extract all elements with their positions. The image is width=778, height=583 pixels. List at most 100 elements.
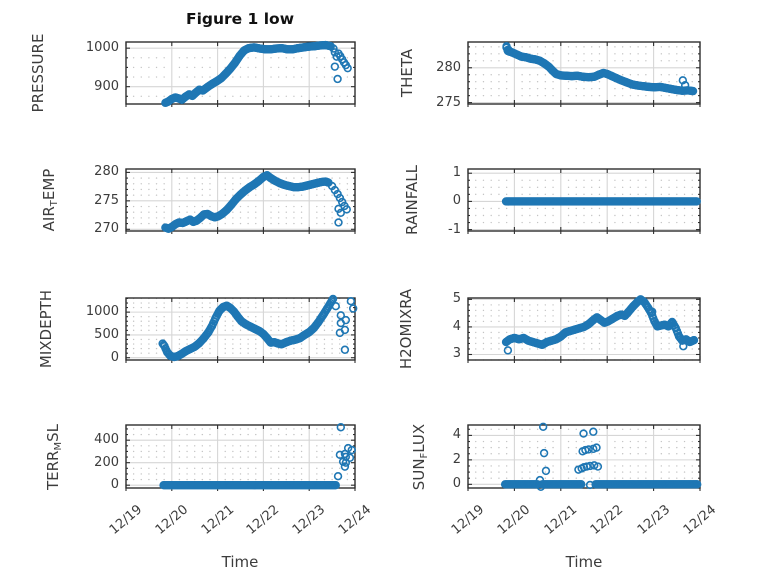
minor-grid-dot [300, 57, 303, 59]
minor-grid-dot [316, 66, 318, 69]
minor-grid-dot [186, 320, 188, 322]
subplot-sun-flux [467, 422, 702, 491]
minor-grid-dot [270, 211, 272, 213]
minor-grid-dot [567, 440, 570, 443]
minor-grid-dot [194, 302, 196, 304]
x-tick-label: 12/20 [495, 502, 534, 538]
minor-grid-dot [148, 205, 150, 208]
minor-grid-dot [209, 177, 211, 179]
data-marker [592, 443, 601, 452]
minor-grid-dot [247, 217, 249, 219]
minor-grid-dot [536, 94, 539, 97]
minor-grid-dot [521, 331, 523, 334]
minor-grid-dot [676, 94, 678, 97]
minor-grid-dot [529, 309, 531, 312]
minor-grid-dot [575, 193, 577, 196]
minor-grid-dot [591, 337, 593, 339]
minor-grid-dot [660, 342, 663, 345]
minor-grid-dot [316, 450, 318, 453]
minor-grid-dot [498, 74, 500, 76]
minor-grid-dot [668, 304, 670, 306]
minor-grid-dot [178, 76, 181, 78]
minor-grid-dot [591, 207, 593, 210]
minor-grid-dot [140, 95, 142, 97]
minor-grid-dot [591, 477, 593, 479]
minor-grid-dot [163, 320, 165, 322]
data-marker [333, 74, 342, 84]
minor-grid-dot [331, 325, 333, 327]
minor-grid-dot [660, 207, 663, 210]
minor-grid-dot [691, 446, 693, 449]
minor-grid-dot [140, 338, 142, 341]
minor-grid-dot [544, 477, 547, 479]
y-tick-label: 275 [436, 94, 461, 110]
minor-grid-dot [255, 450, 257, 453]
minor-grid-dot [323, 343, 326, 345]
minor-grid-dot [591, 46, 593, 48]
minor-grid-dot [629, 331, 632, 334]
minor-grid-dot [270, 76, 272, 78]
minor-grid-dot [339, 320, 341, 322]
minor-grid-dot [224, 338, 226, 341]
minor-grid-dot [490, 46, 492, 48]
minor-grid-dot [575, 87, 577, 90]
minor-grid-dot [201, 320, 204, 322]
minor-grid-dot [194, 325, 196, 327]
minor-grid-dot [575, 309, 577, 312]
subplot-air-temp [125, 168, 356, 234]
minor-grid-dot [293, 306, 295, 309]
minor-grid-dot [482, 331, 485, 334]
data-marker [584, 445, 593, 454]
minor-grid-dot [163, 66, 165, 69]
minor-grid-dot [498, 465, 500, 467]
minor-grid-dot [676, 60, 678, 62]
minor-grid-dot [270, 217, 272, 219]
minor-grid-dot [316, 95, 318, 97]
minor-grid-dot [536, 193, 539, 196]
minor-grid-dot [209, 433, 211, 436]
minor-grid-dot [691, 465, 693, 467]
minor-grid-dot [178, 211, 181, 213]
minor-grid-dot [490, 81, 492, 83]
minor-grid-dot [132, 177, 135, 179]
figure-title: Figure 1 low [185, 10, 295, 28]
minor-grid-dot [224, 217, 226, 219]
minor-grid-dot [660, 186, 663, 189]
minor-grid-dot [490, 53, 492, 55]
minor-grid-dot [323, 66, 326, 69]
minor-grid-dot [132, 467, 135, 470]
minor-grid-dot [552, 207, 554, 210]
x-tick-label: 12/24 [335, 502, 375, 538]
minor-grid-dot [255, 306, 257, 309]
minor-grid-dot [529, 94, 531, 97]
minor-grid-dot [194, 433, 196, 436]
minor-grid-dot [676, 465, 678, 467]
minor-grid-dot [186, 450, 188, 453]
minor-grid-dot [583, 331, 585, 334]
minor-grid-dot [567, 60, 570, 62]
minor-grid-dot [163, 315, 165, 318]
minor-grid-dot [163, 217, 165, 219]
minor-grid-dot [475, 446, 477, 449]
minor-grid-dot [270, 433, 272, 436]
minor-grid-dot [621, 193, 624, 196]
minor-grid-dot [132, 315, 135, 318]
minor-grid-dot [529, 453, 531, 455]
minor-grid-dot [140, 183, 142, 185]
minor-grid-dot [505, 193, 508, 196]
minor-grid-dot [331, 445, 333, 447]
data-marker [541, 466, 551, 476]
minor-grid-dot [591, 193, 593, 196]
minor-grid-dot [239, 302, 242, 304]
minor-grid-dot [544, 94, 547, 97]
minor-grid-dot [232, 95, 234, 97]
minor-grid-dot [209, 445, 211, 447]
minor-grid-dot [178, 428, 181, 430]
minor-grid-dot [148, 177, 150, 179]
minor-grid-dot [140, 66, 142, 69]
minor-grid-dot [536, 207, 539, 210]
axes-spines [467, 297, 701, 361]
minor-grid-dot [475, 214, 477, 217]
minor-grid-dot [140, 302, 142, 304]
minor-grid-dot [529, 214, 531, 217]
